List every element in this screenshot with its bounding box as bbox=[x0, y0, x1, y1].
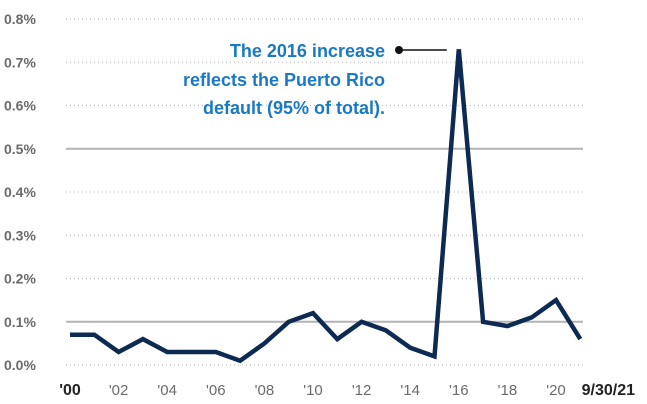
y-axis-ticks: 0.0% 0.1% 0.2% 0.3% 0.4% 0.5% 0.6% 0.7% 0.8% bbox=[4, 11, 36, 373]
annotation-text-line: reflects the Puerto Rico bbox=[183, 70, 385, 90]
y-tick-label: 0.3% bbox=[4, 227, 36, 243]
x-tick-label: '20 bbox=[546, 382, 566, 399]
annotation: The 2016 increase reflects the Puerto Ric… bbox=[183, 41, 447, 118]
x-tick-label: '04 bbox=[157, 382, 177, 399]
annotation-text-line: default (95% of total). bbox=[203, 98, 385, 118]
x-tick-label: '12 bbox=[352, 382, 372, 399]
y-tick-label: 0.6% bbox=[4, 98, 36, 114]
y-tick-label: 0.1% bbox=[4, 314, 36, 330]
y-tick-label: 0.8% bbox=[4, 11, 36, 27]
y-tick-label: 0.7% bbox=[4, 54, 36, 70]
x-tick-label: '14 bbox=[400, 382, 420, 399]
x-tick-label: 9/30/21 bbox=[582, 382, 635, 399]
reference-lines bbox=[66, 147, 583, 323]
y-tick-label: 0.5% bbox=[4, 141, 36, 157]
x-tick-label: '08 bbox=[255, 382, 275, 399]
series-line bbox=[70, 49, 583, 364]
x-tick-label: '02 bbox=[109, 382, 129, 399]
x-tick-label: '16 bbox=[449, 382, 469, 399]
y-tick-label: 0.0% bbox=[4, 357, 36, 373]
annotation-text-line: The 2016 increase bbox=[230, 41, 385, 61]
x-tick-label: '06 bbox=[206, 382, 226, 399]
x-tick-label: '10 bbox=[303, 382, 323, 399]
series-line-path bbox=[70, 49, 583, 364]
x-tick-label: '18 bbox=[498, 382, 518, 399]
y-tick-label: 0.4% bbox=[4, 184, 36, 200]
x-axis-ticks: '00 '02 '04 '06 '08 '10 '12 '14 '16 '18 '20 9/30/21 bbox=[59, 382, 635, 399]
x-tick-label: '00 bbox=[59, 382, 81, 399]
annotation-dot bbox=[395, 46, 403, 54]
y-tick-label: 0.2% bbox=[4, 271, 36, 287]
